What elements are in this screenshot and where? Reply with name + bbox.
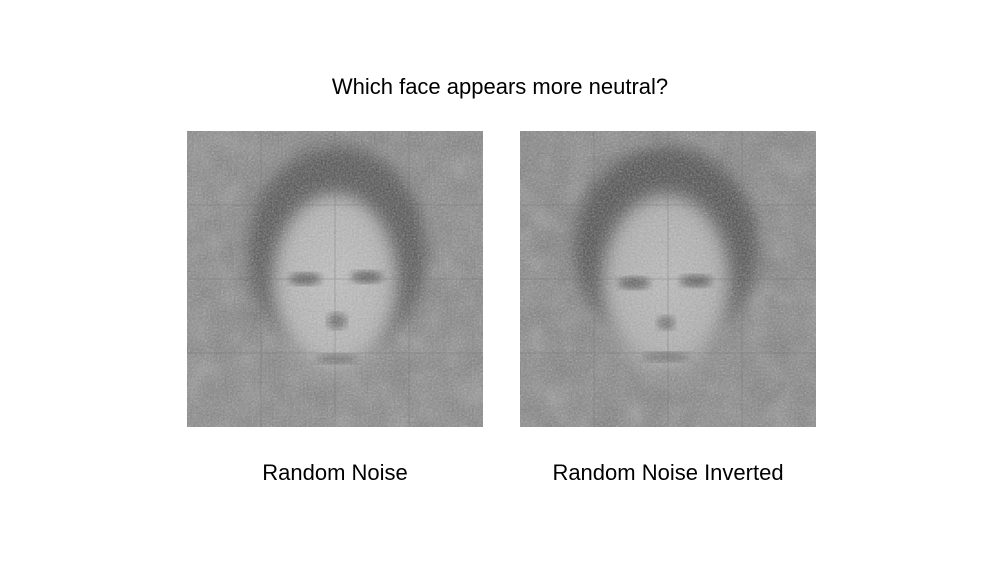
caption-random-noise-inverted: Random Noise Inverted (552, 460, 784, 485)
noisy-face-image (187, 131, 483, 427)
noisy-face-image-inverted (520, 131, 816, 427)
caption-random-noise: Random Noise (262, 460, 408, 485)
question-title: Which face appears more neutral? (331, 74, 669, 99)
